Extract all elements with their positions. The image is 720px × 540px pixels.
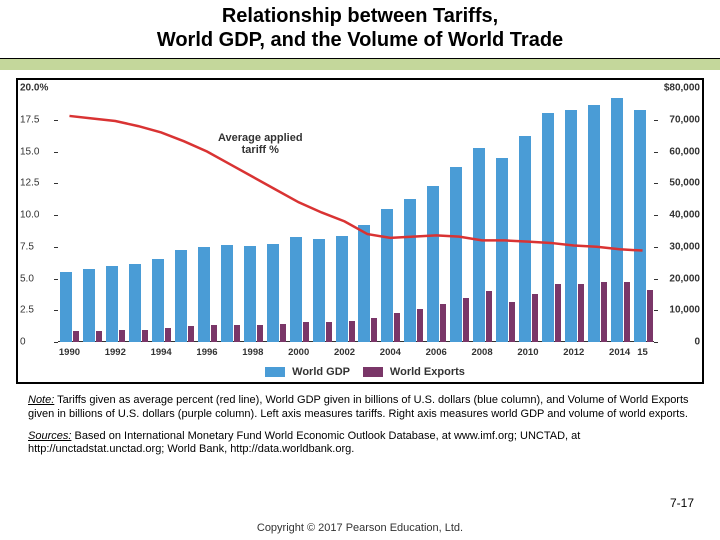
y-left-tick: 10.0 <box>20 210 39 221</box>
y-right-tick: 40,000 <box>656 210 700 221</box>
sources-paragraph: Sources: Based on International Monetary… <box>28 430 692 458</box>
x-tick: 1990 <box>59 347 80 358</box>
sources-text: Based on International Monetary Fund Wor… <box>28 430 580 456</box>
x-tick: 2010 <box>517 347 538 358</box>
y-right-tick: 20,000 <box>656 273 700 284</box>
y-left-tick: 12.5 <box>20 178 39 189</box>
y-right-tick: 70,000 <box>656 114 700 125</box>
x-tick: 1992 <box>105 347 126 358</box>
legend-swatch-gdp <box>265 367 285 377</box>
y-right-tick: 30,000 <box>656 241 700 252</box>
y-left-tick: 7.5 <box>20 241 34 252</box>
y-left-top: 20.0% <box>20 83 48 94</box>
x-tick: 1994 <box>151 347 172 358</box>
x-tick: 2002 <box>334 347 355 358</box>
x-tick: 2014 <box>609 347 630 358</box>
y-left-tick: 2.5 <box>20 305 34 316</box>
y-left-tick: 15.0 <box>20 146 39 157</box>
legend-label-exports: World Exports <box>390 366 465 378</box>
notes-block: Note: Tariffs given as average percent (… <box>28 394 692 457</box>
y-right-top: $80,000 <box>656 83 700 94</box>
y-right-tick: 50,000 <box>656 178 700 189</box>
x-tick: 1996 <box>196 347 217 358</box>
x-tick: 2004 <box>380 347 401 358</box>
note-text: Tariffs given as average percent (red li… <box>28 394 689 420</box>
y-right-tick: 60,000 <box>656 146 700 157</box>
chart-frame: 0 2.5 5.0 7.5 10.0 12.5 15.0 17.5 20.0% 0 10,000 20… <box>16 78 704 384</box>
legend: World GDP World Exports <box>18 364 702 378</box>
title-line-1: Relationship between Tariffs, <box>0 4 720 28</box>
slide-title: Relationship between Tariffs, World GDP,… <box>0 0 720 58</box>
legend-label-gdp: World GDP <box>292 366 350 378</box>
x-tick: 2006 <box>426 347 447 358</box>
copyright: Copyright © 2017 Pearson Education, Ltd. <box>0 522 720 534</box>
x-tick: 2000 <box>288 347 309 358</box>
sources-label: Sources: <box>28 430 71 442</box>
y-right-tick: 0 <box>656 337 700 348</box>
y-right-tick: 10,000 <box>656 305 700 316</box>
title-line-2: World GDP, and the Volume of World Trade <box>0 28 720 52</box>
x-tick: 15 <box>637 347 648 358</box>
accent-band <box>0 58 720 70</box>
page-number: 7-17 <box>670 496 694 510</box>
y-left-tick: 5.0 <box>20 273 34 284</box>
x-tick: 1998 <box>242 347 263 358</box>
x-tick: 2012 <box>563 347 584 358</box>
note-paragraph: Note: Tariffs given as average percent (… <box>28 394 692 422</box>
note-label: Note: <box>28 394 54 406</box>
y-left-tick: 17.5 <box>20 114 39 125</box>
x-tick: 2008 <box>471 347 492 358</box>
chart-plot: 02.55.07.510.012.515.017.520.0%010,00020… <box>58 88 654 356</box>
legend-swatch-exports <box>363 367 383 377</box>
tariff-line <box>69 116 642 251</box>
y-left-tick: 0 <box>20 337 26 348</box>
tariff-annotation: Average appliedtariff % <box>218 132 303 156</box>
